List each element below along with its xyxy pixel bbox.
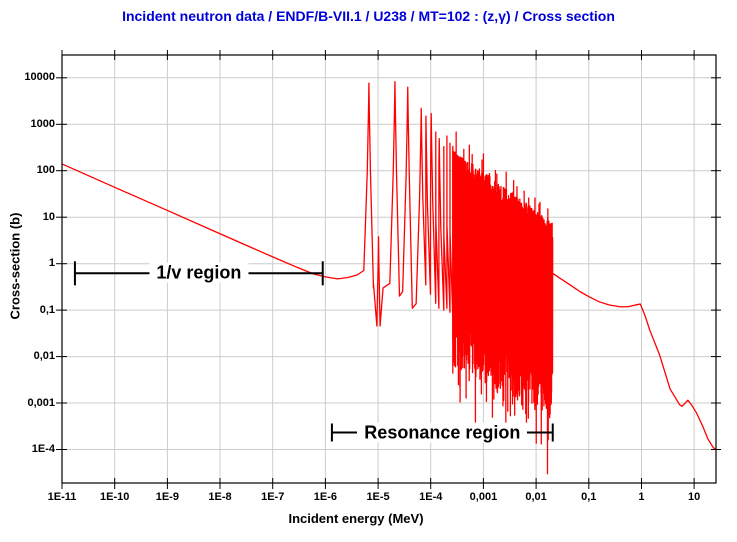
y-tick-label: 10000 <box>24 71 55 84</box>
plot-border <box>61 54 717 484</box>
x-tick-label: 1E-11 <box>47 491 77 503</box>
x-tick-label: 0,1 <box>581 491 597 503</box>
y-tick-label: 1 <box>48 257 55 270</box>
y-tick-label: 10 <box>42 210 55 223</box>
x-tick-label: 0,001 <box>469 491 498 503</box>
y-tick-label: 0,1 <box>39 303 55 316</box>
y-tick-label: 0,01 <box>33 350 55 363</box>
x-tick-label: 0,01 <box>525 491 547 503</box>
x-tick-label: 1E-8 <box>208 491 232 503</box>
y-tick-label: 1000 <box>30 117 55 130</box>
y-tick-label: 1E-4 <box>31 442 55 455</box>
x-tick-label: 10 <box>688 491 701 503</box>
x-tick-label: 1E-4 <box>419 491 443 503</box>
y-tick-label: 100 <box>36 164 55 177</box>
y-tick-label: 0,001 <box>27 396 55 409</box>
annotation-1v-region: 1/v region <box>149 262 249 283</box>
x-tick-label: 1E-5 <box>366 491 390 503</box>
plot-title: Incident neutron data / ENDF/B-VII.1 / U… <box>122 8 615 24</box>
cross-section-curve <box>61 80 717 475</box>
annotation-resonance-region: Resonance region <box>357 422 528 443</box>
x-tick-label: 1E-7 <box>261 491 285 503</box>
x-tick-label: 1E-10 <box>99 491 130 503</box>
x-axis-label: Incident energy (MeV) <box>288 511 424 526</box>
x-tick-label: 1 <box>638 491 645 503</box>
x-tick-label: 1E-6 <box>313 491 338 503</box>
x-tick-label: 1E-9 <box>155 491 179 503</box>
